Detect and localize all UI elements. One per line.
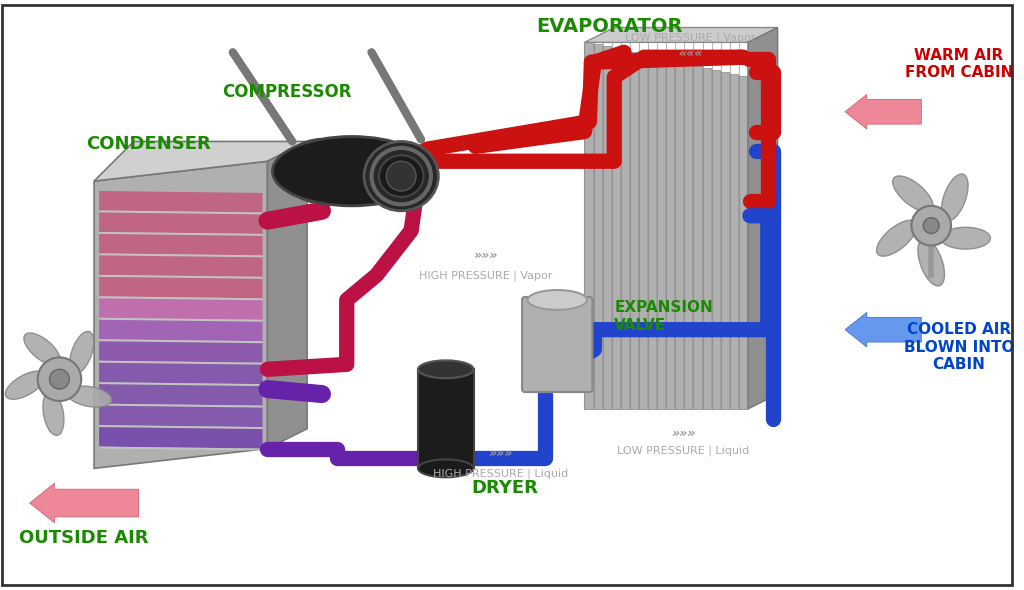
- Bar: [611, 48, 620, 409]
- Bar: [667, 60, 675, 409]
- Bar: [621, 50, 629, 409]
- Bar: [739, 76, 746, 409]
- Bar: [712, 70, 720, 409]
- Polygon shape: [99, 232, 262, 236]
- Polygon shape: [99, 404, 262, 408]
- Polygon shape: [99, 339, 262, 343]
- Circle shape: [911, 206, 951, 245]
- Ellipse shape: [24, 333, 60, 365]
- Circle shape: [38, 358, 81, 401]
- Bar: [721, 72, 729, 409]
- Ellipse shape: [70, 332, 94, 374]
- Text: HIGH PRESSURE | Liquid: HIGH PRESSURE | Liquid: [433, 468, 568, 479]
- Polygon shape: [99, 425, 262, 429]
- Ellipse shape: [5, 371, 45, 399]
- Text: COMPRESSOR: COMPRESSOR: [222, 83, 352, 101]
- Circle shape: [924, 218, 939, 234]
- Bar: [675, 62, 683, 409]
- Text: »»»: »»»: [488, 447, 512, 460]
- Ellipse shape: [527, 290, 587, 310]
- Polygon shape: [99, 360, 262, 365]
- Bar: [630, 53, 638, 409]
- Polygon shape: [99, 405, 262, 427]
- Text: HIGH PRESSURE | Vapor: HIGH PRESSURE | Vapor: [419, 270, 552, 281]
- Polygon shape: [585, 28, 777, 42]
- Polygon shape: [99, 191, 262, 212]
- Text: EVAPORATOR: EVAPORATOR: [536, 18, 683, 37]
- Polygon shape: [99, 363, 262, 384]
- Circle shape: [386, 161, 416, 191]
- Bar: [693, 66, 701, 409]
- Bar: [603, 47, 610, 409]
- Polygon shape: [99, 275, 262, 279]
- Polygon shape: [99, 212, 262, 234]
- Polygon shape: [99, 296, 262, 300]
- Polygon shape: [99, 382, 262, 386]
- Text: OUTSIDE AIR: OUTSIDE AIR: [19, 529, 148, 547]
- Text: COOLED AIR
BLOWN INTO
CABIN: COOLED AIR BLOWN INTO CABIN: [904, 323, 1014, 372]
- Polygon shape: [99, 234, 262, 255]
- Polygon shape: [94, 142, 307, 181]
- Polygon shape: [99, 447, 262, 451]
- Polygon shape: [99, 211, 262, 214]
- Polygon shape: [99, 384, 262, 405]
- FancyArrow shape: [845, 312, 922, 347]
- Ellipse shape: [43, 391, 63, 435]
- Polygon shape: [99, 341, 262, 363]
- Polygon shape: [99, 299, 262, 320]
- Polygon shape: [99, 318, 262, 322]
- Ellipse shape: [272, 136, 431, 206]
- Ellipse shape: [418, 360, 473, 378]
- Ellipse shape: [283, 139, 361, 204]
- Ellipse shape: [941, 174, 968, 221]
- Text: »»»: »»»: [672, 427, 695, 440]
- Circle shape: [49, 369, 70, 389]
- Polygon shape: [99, 277, 262, 299]
- Ellipse shape: [877, 220, 918, 256]
- Polygon shape: [94, 161, 267, 468]
- Bar: [639, 54, 647, 409]
- Text: LOW PRESSURE | Vapor: LOW PRESSURE | Vapor: [626, 32, 756, 43]
- Polygon shape: [267, 142, 307, 448]
- Ellipse shape: [893, 176, 933, 212]
- Bar: [585, 42, 593, 409]
- Ellipse shape: [418, 460, 473, 477]
- Ellipse shape: [379, 155, 424, 197]
- Text: EXPANSION
VALVE: EXPANSION VALVE: [614, 300, 713, 333]
- Polygon shape: [748, 28, 777, 409]
- Ellipse shape: [68, 386, 112, 407]
- Text: DRYER: DRYER: [472, 479, 539, 497]
- Bar: [684, 64, 692, 409]
- Text: WARM AIR
FROM CABIN: WARM AIR FROM CABIN: [905, 48, 1013, 80]
- Bar: [648, 56, 656, 409]
- Bar: [657, 58, 666, 409]
- Polygon shape: [99, 427, 262, 448]
- FancyArrow shape: [30, 483, 138, 523]
- Polygon shape: [99, 320, 262, 341]
- Text: «««: «««: [678, 47, 702, 60]
- Ellipse shape: [918, 239, 944, 286]
- FancyArrow shape: [845, 94, 922, 129]
- Ellipse shape: [365, 142, 438, 211]
- Bar: [702, 68, 711, 409]
- Polygon shape: [99, 253, 262, 257]
- FancyBboxPatch shape: [522, 297, 593, 392]
- Text: CONDENSER: CONDENSER: [86, 135, 211, 153]
- Text: LOW PRESSURE | Liquid: LOW PRESSURE | Liquid: [617, 445, 750, 456]
- Bar: [730, 74, 738, 409]
- Bar: [594, 44, 602, 409]
- Ellipse shape: [941, 227, 990, 249]
- Polygon shape: [99, 255, 262, 277]
- Bar: [418, 369, 473, 468]
- Text: »»»: »»»: [473, 248, 498, 261]
